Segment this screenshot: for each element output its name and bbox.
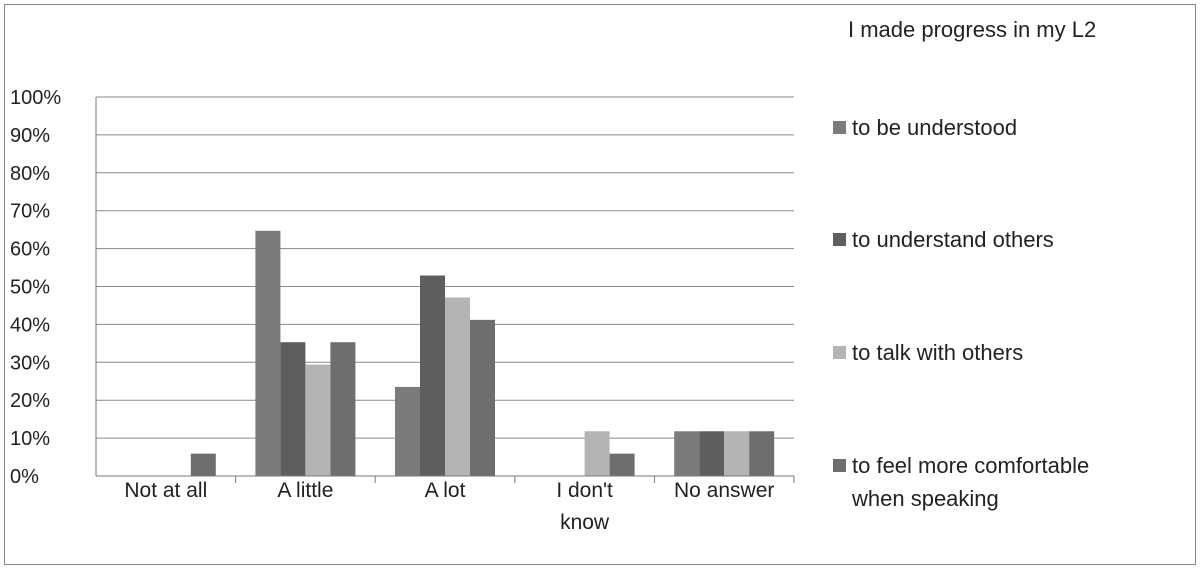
legend-swatch: [833, 233, 846, 246]
x-category-label: know: [560, 511, 610, 534]
y-tick-label: 10%: [10, 428, 50, 450]
y-tick-label: 0%: [10, 466, 39, 488]
bar: [609, 453, 635, 476]
bar: [395, 386, 420, 476]
bar: [280, 342, 306, 476]
y-tick-labels: 0% 10% 20% 30% 40% 50% 60% 70% 80% 90% 100%: [10, 87, 61, 488]
y-tick-label: 30%: [10, 352, 50, 374]
legend-label: to talk with others: [852, 340, 1023, 365]
bar: [674, 431, 700, 476]
bar: [584, 431, 610, 476]
y-tick-label: 80%: [10, 163, 50, 185]
legend-swatch: [833, 459, 846, 472]
legend-swatch: [833, 121, 846, 134]
bar: [305, 364, 331, 476]
x-category-label: A little: [277, 479, 333, 502]
bar: [330, 342, 356, 476]
legend-label: to be understood: [852, 115, 1017, 140]
legend-title: I made progress in my L2: [848, 17, 1096, 42]
bar: [724, 431, 750, 476]
y-tick-label: 40%: [10, 314, 50, 336]
legend: I made progress in my L2 to be understoo…: [833, 17, 1096, 511]
axes: [95, 97, 795, 483]
x-category-label: Not at all: [124, 479, 207, 502]
bar: [445, 297, 470, 476]
legend-label: to feel more comfortable: [852, 453, 1089, 478]
y-tick-label: 90%: [10, 125, 50, 147]
bar: [255, 230, 281, 476]
bar: [420, 275, 445, 476]
x-category-label: No answer: [674, 479, 774, 502]
bar: [190, 453, 216, 476]
bar: [699, 431, 725, 476]
legend-label: to understand others: [852, 227, 1054, 252]
y-tick-label: 100%: [10, 87, 61, 109]
x-category-label: I don't: [556, 479, 613, 502]
legend-label: when speaking: [851, 486, 999, 511]
bar: [470, 319, 495, 476]
bars: [190, 230, 775, 476]
x-category-label: A lot: [425, 479, 466, 502]
x-category-labels: Not at all A little A lot I don't know No ans…: [124, 479, 774, 534]
y-tick-label: 50%: [10, 277, 50, 299]
bar: [749, 431, 775, 476]
y-tick-label: 20%: [10, 390, 50, 412]
y-tick-label: 70%: [10, 201, 50, 223]
y-tick-label: 60%: [10, 239, 50, 261]
legend-swatch: [833, 346, 846, 359]
